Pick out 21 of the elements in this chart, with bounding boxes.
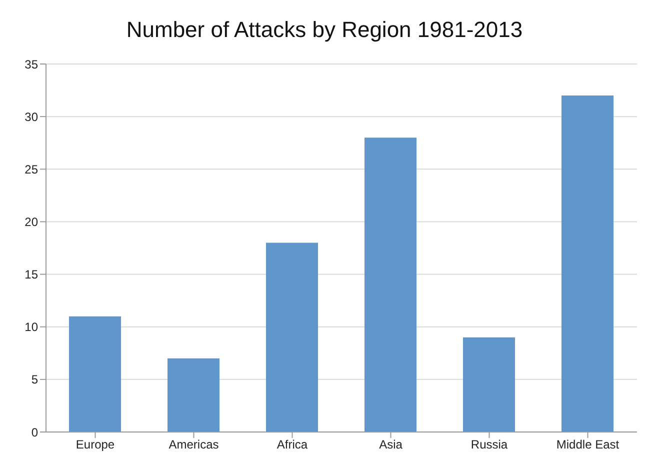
- chart-title: Number of Attacks by Region 1981-2013: [125, 16, 524, 44]
- bar: [463, 337, 515, 432]
- y-tick-label: 20: [24, 214, 38, 229]
- y-tick-label: 25: [24, 162, 38, 176]
- y-tick-label: 5: [31, 372, 38, 387]
- x-tick-label: Africa: [276, 438, 308, 452]
- x-tick-label: Russia: [470, 438, 508, 452]
- bar: [69, 316, 121, 432]
- y-tick-label: 30: [24, 110, 38, 124]
- y-tick-label: 0: [31, 425, 38, 440]
- bar: [562, 96, 614, 432]
- bar: [266, 242, 318, 432]
- x-tick-label: Americas: [168, 438, 219, 452]
- y-tick-label: 15: [24, 268, 38, 282]
- x-tick-label: Middle East: [556, 438, 620, 452]
- bar: [364, 138, 416, 432]
- y-tick-label: 35: [24, 57, 38, 72]
- y-tick-label: 10: [24, 320, 38, 334]
- x-tick-label: Europe: [76, 438, 115, 452]
- x-tick-label: Asia: [379, 438, 403, 452]
- bar: [168, 358, 220, 432]
